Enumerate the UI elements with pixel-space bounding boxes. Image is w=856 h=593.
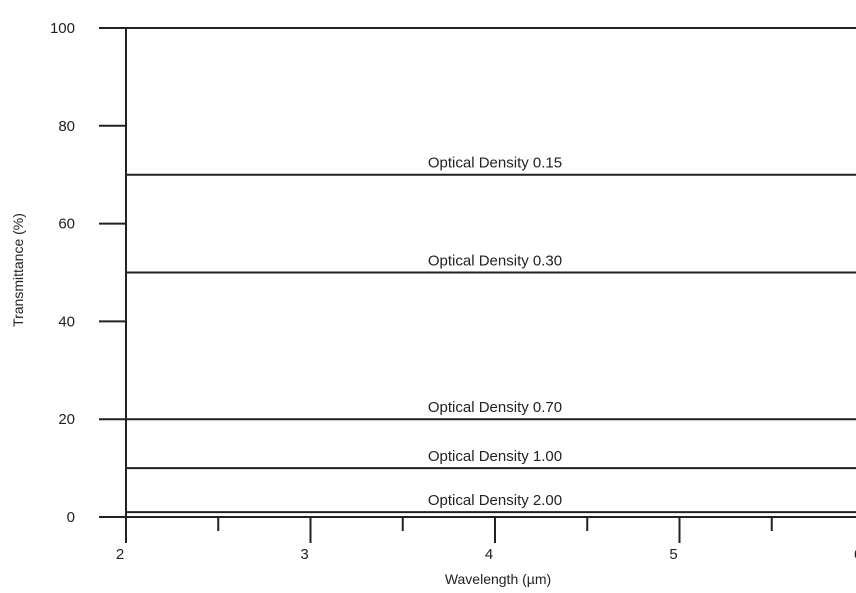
y-tick-label: 100 [50, 20, 75, 37]
x-axis-label: Wavelength (µm) [445, 571, 551, 587]
x-tick-label: 4 [485, 546, 493, 563]
series-labels: Optical Density 0.15 Optical Density 0.30… [428, 155, 562, 509]
x-tick-label: 3 [300, 546, 308, 563]
x-tick-label: 2 [116, 546, 124, 563]
x-axis: 2 3 4 5 6 [99, 516, 856, 563]
series-label: Optical Density 0.30 [428, 253, 562, 270]
y-axis: 0 20 40 60 80 100 [50, 20, 127, 526]
series-label: Optical Density 0.15 [428, 155, 562, 172]
y-tick-label: 40 [58, 313, 75, 330]
x-tick-label: 6 [854, 546, 856, 563]
series-lines [126, 173, 856, 514]
x-tick-label: 5 [669, 546, 677, 563]
series-label: Optical Density 1.00 [428, 448, 562, 465]
series-label: Optical Density 0.70 [428, 399, 562, 416]
series-label: Optical Density 2.00 [428, 492, 562, 509]
y-axis-label: Transmittance (%) [10, 213, 26, 327]
y-tick-label: 20 [58, 411, 75, 428]
y-tick-label: 80 [58, 118, 75, 135]
y-tick-label: 0 [67, 509, 75, 526]
y-tick-label: 60 [58, 216, 75, 233]
